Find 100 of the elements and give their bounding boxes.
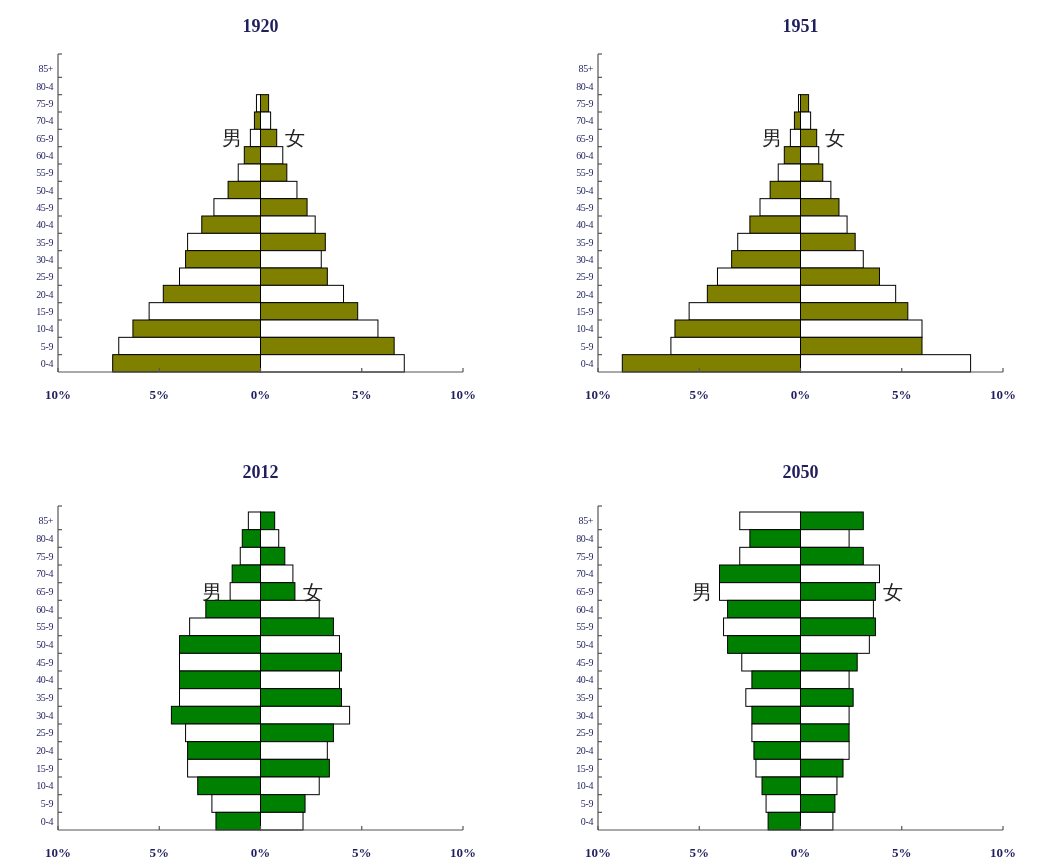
y-tick-label: 10-4 (576, 323, 594, 335)
y-tick-label: 5-9 (40, 340, 54, 352)
y-tick-label: 65-9 (36, 132, 54, 144)
series-label: 女 (302, 580, 323, 603)
y-tick-label: 70-4 (576, 568, 594, 580)
y-tick-label: 25-9 (576, 271, 594, 283)
x-tick-label: 10% (585, 845, 611, 860)
y-tick-label: 70-4 (36, 568, 54, 580)
y-tick-label: 50-4 (576, 184, 594, 196)
y-tick-label: 40-4 (36, 219, 54, 231)
y-tick-label: 20-4 (36, 288, 54, 300)
y-tick-label: 0-4 (580, 815, 594, 827)
chart-title: 2012 (242, 462, 279, 482)
y-tick-label: 30-4 (36, 709, 54, 721)
y-tick-label: 10-4 (576, 780, 594, 792)
y-tick-label: 55-9 (576, 167, 594, 179)
y-tick-label: 30-4 (576, 253, 594, 265)
y-tick-label: 20-4 (576, 288, 594, 300)
y-tick-label: 45-9 (576, 201, 594, 213)
x-tick-label: 10% (45, 845, 71, 860)
y-tick-label: 60-4 (576, 603, 594, 615)
y-tick-label: 0-4 (40, 357, 54, 369)
y-tick-label: 5-9 (40, 798, 54, 809)
x-tick-label: 10% (450, 845, 476, 860)
y-tick-label: 80-4 (576, 533, 594, 544)
y-tick-label: 15-9 (36, 762, 54, 774)
chart-title: 2050 (782, 462, 819, 482)
y-tick-label: 70-4 (576, 115, 594, 127)
y-tick-label: 80-4 (576, 80, 594, 92)
series-label: 女 (824, 127, 845, 149)
y-tick-label: 75-9 (576, 550, 594, 562)
y-tick-label: 25-9 (576, 727, 594, 739)
x-tick-label: 10% (585, 387, 611, 402)
y-tick-label: 30-4 (576, 709, 594, 721)
series-label: 男 (691, 580, 712, 603)
y-tick-label: 70-4 (36, 115, 54, 127)
y-tick-label: 15-9 (576, 762, 594, 774)
y-tick-label: 45-9 (36, 656, 54, 668)
y-tick-label: 20-4 (576, 745, 594, 756)
y-tick-label: 55-9 (576, 621, 594, 633)
y-tick-label: 5-9 (580, 798, 594, 809)
y-tick-label: 75-9 (36, 550, 54, 562)
series-label: 男 (762, 127, 783, 149)
y-tick-label: 50-4 (576, 639, 594, 650)
x-tick-label: 5% (352, 845, 372, 860)
y-tick-label: 40-4 (576, 219, 594, 231)
series-label: 男 (222, 127, 243, 149)
x-tick-label: 0% (250, 845, 271, 860)
y-tick-label: 15-9 (576, 305, 594, 317)
y-tick-label: 60-4 (36, 149, 54, 161)
y-tick-label: 55-9 (36, 167, 54, 179)
y-tick-label: 35-9 (36, 692, 54, 703)
y-tick-label: 65-9 (576, 586, 594, 597)
y-tick-label: 5-9 (580, 340, 594, 352)
series-label: 男 (202, 580, 223, 603)
y-tick-label: 65-9 (576, 132, 594, 144)
y-tick-label: 75-9 (36, 97, 54, 109)
x-tick-label: 5% (689, 845, 709, 860)
x-tick-label: 5% (892, 845, 912, 860)
y-tick-label: 10-4 (36, 780, 54, 792)
y-tick-label: 30-4 (36, 253, 54, 265)
y-tick-label: 0-4 (40, 815, 54, 827)
x-tick-label: 10% (990, 387, 1016, 402)
x-tick-label: 10% (45, 387, 71, 402)
x-tick-label: 10% (990, 845, 1016, 860)
x-tick-label: 5% (689, 387, 709, 402)
y-tick-label: 85+ (38, 515, 54, 527)
y-tick-label: 0-4 (580, 357, 594, 369)
y-tick-label: 50-4 (36, 184, 54, 196)
x-tick-label: 5% (149, 845, 169, 860)
y-tick-label: 35-9 (36, 236, 54, 248)
y-tick-label: 25-9 (36, 727, 54, 739)
y-tick-label: 80-4 (36, 80, 54, 92)
series-label: 女 (284, 127, 305, 149)
x-tick-label: 5% (352, 387, 372, 402)
y-tick-label: 45-9 (576, 656, 594, 668)
x-tick-label: 5% (149, 387, 169, 402)
y-tick-label: 10-4 (36, 323, 54, 335)
x-tick-label: 5% (892, 387, 912, 402)
y-tick-label: 60-4 (36, 603, 54, 615)
y-tick-label: 40-4 (36, 674, 54, 686)
x-tick-label: 0% (790, 387, 811, 402)
y-tick-label: 85+ (578, 63, 594, 75)
y-tick-label: 65-9 (36, 586, 54, 597)
y-tick-label: 45-9 (36, 201, 54, 213)
chart-title: 1951 (782, 16, 819, 36)
y-tick-label: 85+ (578, 515, 594, 527)
series-label: 女 (883, 580, 904, 603)
y-tick-label: 35-9 (576, 692, 594, 703)
x-tick-label: 10% (450, 387, 476, 402)
y-tick-label: 15-9 (36, 305, 54, 317)
y-tick-label: 60-4 (576, 149, 594, 161)
y-tick-label: 80-4 (36, 533, 54, 544)
y-tick-label: 50-4 (36, 639, 54, 650)
y-tick-label: 35-9 (576, 236, 594, 248)
y-tick-label: 85+ (38, 63, 54, 75)
y-tick-label: 40-4 (576, 674, 594, 686)
y-tick-label: 55-9 (36, 621, 54, 633)
x-tick-label: 0% (790, 845, 811, 860)
y-tick-label: 75-9 (576, 97, 594, 109)
